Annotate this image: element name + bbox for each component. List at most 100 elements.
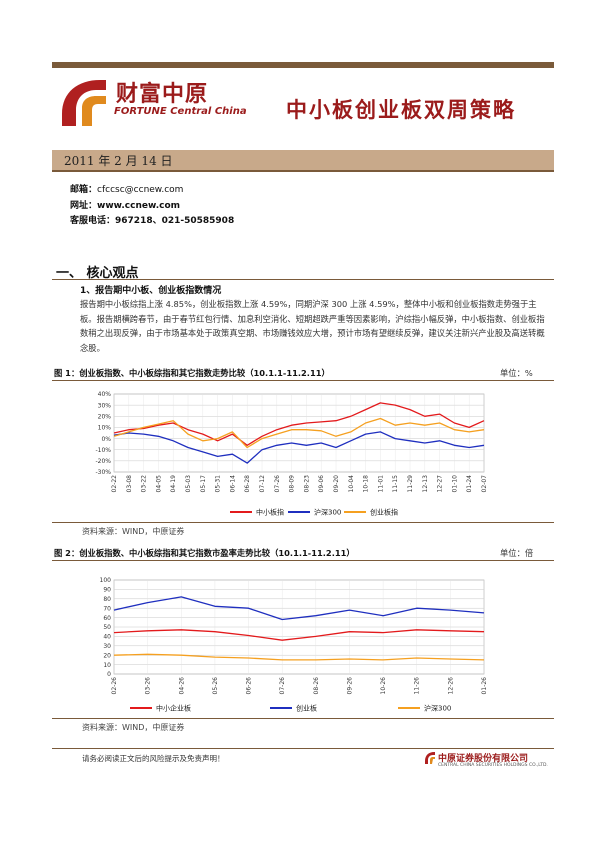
x-tick-label: 02-26: [111, 677, 118, 695]
x-tick-label: 08-09: [289, 475, 296, 493]
x-tick-label: 02-07: [481, 475, 488, 493]
section-subtitle: 1、报告期中小板、创业板指数情况: [80, 286, 222, 296]
y-tick-label: 20%: [98, 413, 112, 420]
y-tick-label: 100: [100, 577, 112, 584]
contact-phone: 客服电话：967218、021-50585908: [70, 213, 234, 226]
x-tick-label: 10-04: [348, 475, 355, 493]
section-title: 一、 核心观点: [56, 266, 139, 281]
footer-company-cn: 中原证券股份有限公司: [438, 754, 529, 764]
report-date: 2011 年 2 月 14 日: [64, 154, 173, 168]
contact-website: 网址：www.ccnew.com: [70, 198, 180, 211]
figure1-chart: -30% -20% -10% 0% 10% 20% 30% 40% 02-22 03-08 03-2…: [95, 391, 488, 517]
x-tick-label: 06-14: [229, 475, 236, 493]
x-tick-label: 11-15: [392, 475, 399, 493]
y-tick-label: 60: [103, 615, 111, 622]
y-tick-label: 80: [103, 596, 111, 603]
legend-label-2: 沪深300: [314, 508, 341, 517]
y-tick-label: 10: [103, 662, 111, 669]
legend-label-3: 创业板指: [370, 508, 398, 517]
y-tick-label: 40%: [98, 391, 112, 398]
series-line-2: [113, 431, 485, 464]
email-label: 邮箱：: [70, 185, 98, 195]
y-tick-label: 40: [103, 634, 111, 641]
logo-chinese-text: 财富中原: [116, 82, 209, 107]
legend-label-2: 创业板: [296, 704, 317, 713]
series-line-3: [113, 653, 485, 661]
x-tick-label: 08-23: [303, 475, 310, 493]
top-bar: [52, 62, 554, 68]
x-tick-label: 09-06: [318, 475, 325, 493]
y-tick-label: 30%: [98, 402, 112, 409]
x-tick-label: 09-26: [346, 677, 353, 695]
x-tick-label: 11-26: [414, 677, 421, 695]
legend-label-3: 沪深300: [424, 704, 451, 713]
date-bar: [52, 150, 554, 170]
x-tick-label: 05-17: [200, 475, 207, 493]
contact-email: 邮箱：cfccsc@ccnew.com: [70, 182, 183, 195]
footer-logo-icon: [425, 752, 435, 764]
y-tick-label: 20: [103, 652, 111, 659]
figure2-bottom-divider: [52, 718, 554, 719]
x-tick-label: 10-18: [363, 475, 370, 493]
series-line-1: [113, 402, 485, 446]
x-tick-label: 06-26: [246, 677, 253, 695]
email-value[interactable]: cfccsc@ccnew.com: [97, 185, 184, 195]
y-tick-label: 0: [107, 671, 111, 678]
x-tick-label: 03-22: [141, 475, 148, 493]
phone-label: 客服电话：: [70, 216, 116, 226]
x-tick-label: 05-26: [212, 677, 219, 695]
y-tick-label: -20%: [95, 458, 111, 465]
x-tick-label: 01-24: [466, 475, 473, 493]
x-tick-label: 03-08: [126, 475, 133, 493]
legend-label-1: 中小企业板: [156, 704, 191, 713]
x-tick-label: 01-10: [451, 475, 458, 493]
x-tick-label: 09-20: [333, 475, 340, 493]
x-tick-label: 03-26: [145, 677, 152, 695]
y-tick-label: 50: [103, 624, 111, 631]
footer-disclaimer: 请务必阅读正文后的风险提示及免责声明！: [82, 754, 225, 763]
figure1-divider: [52, 380, 554, 381]
x-tick-label: 12-27: [437, 475, 444, 493]
x-tick-label: 04-19: [170, 475, 177, 493]
plot-area: [113, 393, 485, 473]
x-tick-label: 11-01: [377, 475, 384, 493]
x-tick-label: 01-26: [481, 677, 488, 695]
x-tick-label: 02-22: [111, 475, 118, 493]
x-tick-label: 12-26: [447, 677, 454, 695]
y-tick-label: -30%: [95, 469, 111, 476]
x-tick-label: 06-28: [244, 475, 251, 493]
figure2-unit: 单位：倍: [500, 548, 534, 558]
figure2-source: 资料来源：WIND，中原证券: [82, 723, 185, 732]
x-tick-label: 04-26: [178, 677, 185, 695]
x-tick-label: 05-03: [185, 475, 192, 493]
x-tick-label: 04-05: [155, 475, 162, 493]
date-bar-underline: [52, 170, 554, 172]
legend-label-1: 中小板指: [256, 508, 284, 517]
report-title: 中小板创业板双周策略: [286, 97, 516, 122]
x-tick-label: 07-26: [279, 677, 286, 695]
x-tick-label: 05-31: [215, 475, 222, 493]
y-tick-label: -10%: [95, 447, 111, 454]
section-divider: [52, 279, 554, 280]
series-line-2: [113, 596, 485, 621]
x-tick-label: 12-13: [422, 475, 429, 493]
website-label: 网址：: [70, 201, 98, 211]
section-paragraph: 报告期中小板综指上涨 4.85%，创业板指数上涨 4.59%，同期沪深 300 …: [80, 299, 545, 353]
y-tick-label: 30: [103, 643, 111, 650]
figure2-divider: [52, 560, 554, 561]
footer-divider: [52, 748, 554, 749]
x-tick-label: 10-26: [380, 677, 387, 695]
x-tick-label: 07-12: [259, 475, 266, 493]
logo-english-text: FORTUNE Central China: [114, 106, 247, 117]
y-tick-label: 0%: [101, 436, 111, 443]
figure2-title: 图 2：创业板指数、中小板综指和其它指数市盈率走势比较（10.1.1-11.2.…: [54, 548, 355, 558]
figure1-title: 图 1：创业板指数、中小板综指和其它指数走势比较（10.1.1-11.2.11）: [54, 368, 330, 378]
x-tick-label: 11-29: [407, 475, 414, 493]
figure1-unit: 单位：%: [500, 368, 533, 378]
figure2-chart: 0 10 20 30 40 50 60 70 80 90 100 02-26 03-26 04-26 05-…: [100, 577, 488, 713]
figure1-source: 资料来源：WIND，中原证券: [82, 527, 185, 536]
y-tick-label: 70: [103, 605, 111, 612]
series-line-3: [113, 417, 485, 449]
phone-value: 967218、021-50585908: [115, 216, 235, 226]
website-value[interactable]: www.ccnew.com: [97, 201, 181, 211]
